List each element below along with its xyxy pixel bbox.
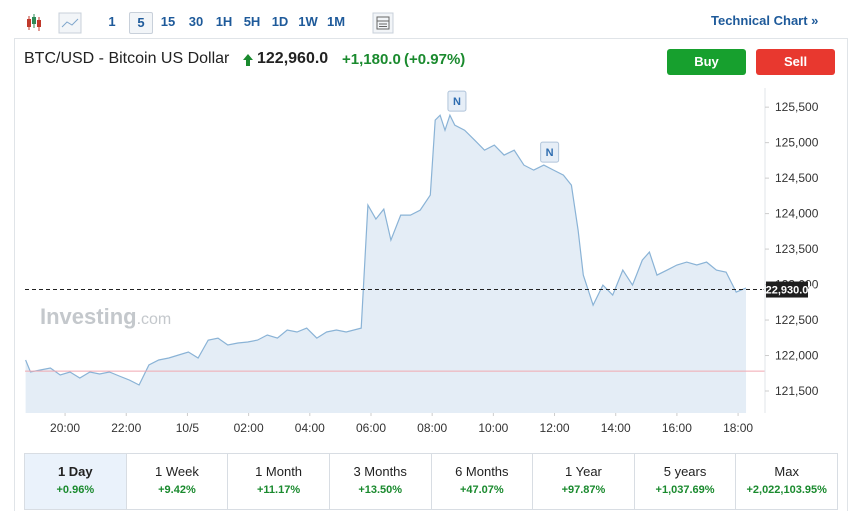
price-line [25,113,747,386]
period-label: Max [774,464,799,479]
x-tick-label: 08:00 [417,421,447,435]
sell-button[interactable]: Sell [756,49,835,75]
news-marker-label: N [453,96,461,108]
period-label: 3 Months [353,464,407,479]
widget-frame [14,38,848,511]
interval-button[interactable]: 1M [326,14,346,29]
interval-button[interactable]: 1 [108,14,116,29]
period-cell[interactable]: Max +2,022,103.95% [736,454,837,509]
last-price-label: 122,930.00 [759,285,814,297]
x-tick-label: 18:00 [723,421,753,435]
change: +1,180.0 [342,51,401,68]
watermark-domain: .com [137,311,172,328]
x-tick-label: 20:00 [50,421,80,435]
change-percent: (+0.97%) [404,51,466,68]
period-label: 1 Year [565,464,602,479]
interval-button[interactable]: 1W [298,14,318,29]
x-tick-label: 02:00 [234,421,264,435]
period-cell[interactable]: 1 Month +11.17% [228,454,330,509]
period-change: +9.42% [158,484,196,496]
y-tick-label: 125,500 [775,100,819,114]
x-tick-label: 16:00 [662,421,692,435]
period-cell[interactable]: 1 Day +0.96% [25,454,127,509]
settings-icon[interactable] [372,12,394,34]
watermark: Investing.com [40,304,171,329]
symbol: BTC/USD - Bitcoin US Dollar [24,50,230,67]
y-tick-label: 125,000 [775,136,819,150]
period-cell[interactable]: 1 Year +97.87% [533,454,635,509]
y-tick-label: 124,000 [775,207,819,221]
x-tick-label: 04:00 [295,421,325,435]
interval-button[interactable]: 5H [243,14,261,29]
x-tick-label: 12:00 [540,421,570,435]
x-tick-label: 06:00 [356,421,386,435]
interval-button[interactable]: 1H [215,14,233,29]
news-marker [447,90,467,112]
period-cell[interactable]: 5 years +1,037.69% [635,454,737,509]
chart-type-icons[interactable] [22,12,84,34]
period-label: 6 Months [455,464,509,479]
period-change: +1,037.69% [655,484,715,496]
y-tick-label: 124,500 [775,171,819,185]
y-tick-label: 121,500 [775,384,819,398]
area-fill [25,115,747,413]
interval-button[interactable]: 5 [129,12,153,34]
period-cell[interactable]: 1 Week +9.42% [127,454,229,509]
y-tick-label: 122,500 [775,313,819,327]
x-tick-label: 10:00 [478,421,508,435]
last-price-box [766,281,808,298]
news-marker-label: N [546,147,554,159]
period-label: 1 Day [57,464,93,479]
period-label: 1 Week [155,464,199,479]
price: 122,960.0 [257,50,329,67]
period-label: 5 years [663,464,707,479]
watermark-brand: Investing [40,304,137,329]
period-change: +97.87% [561,484,606,496]
period-change: +2,022,103.95% [746,484,827,496]
period-change: +0.96% [56,484,95,496]
interval-button[interactable]: 15 [160,14,176,29]
y-tick-label: 122,000 [775,349,819,363]
interval-button[interactable]: 30 [188,14,204,29]
buy-button[interactable]: Buy [667,49,746,75]
period-change: +13.50% [358,484,403,496]
chart: Investing.com121,500122,000122,500123,00… [25,88,819,435]
up-arrow [243,54,253,66]
technical-chart-link[interactable]: Technical Chart » [711,13,819,28]
news-marker [540,141,560,163]
x-tick-label: 22:00 [111,421,141,435]
y-tick-label: 123,500 [775,242,819,256]
interval-button[interactable]: 1D [271,14,289,29]
period-cell[interactable]: 6 Months +47.07% [432,454,534,509]
period-change: +47.07% [459,484,504,496]
x-tick-label: 10/5 [176,421,200,435]
period-change: +11.17% [257,484,301,496]
period-table: 1 Day +0.96% 1 Week +9.42% 1 Month +11.17% 3 M… [24,453,838,510]
period-label: 1 Month [255,464,303,479]
x-tick-label: 14:00 [601,421,631,435]
period-cell[interactable]: 3 Months +13.50% [330,454,432,509]
